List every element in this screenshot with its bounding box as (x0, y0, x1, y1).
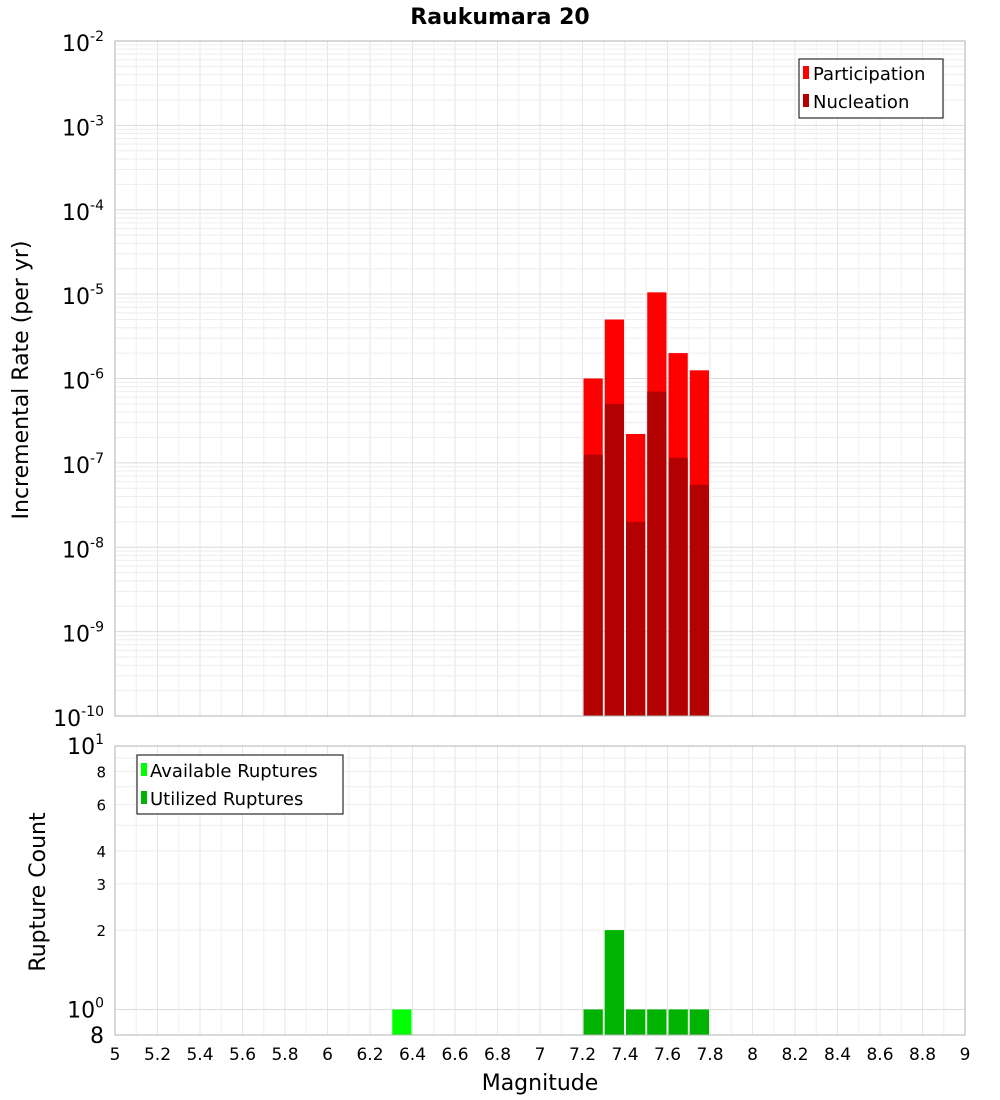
nucleation-bar (626, 521, 646, 716)
rate-legend-box (798, 58, 944, 119)
rate-y-axis-label: Incremental Rate (per yr) (9, 241, 34, 520)
rupture-legend: Available Ruptures Utilized Ruptures (136, 754, 344, 815)
count-y-tick-label: 101 (67, 732, 104, 760)
x-tick-label: 6.2 (356, 1045, 383, 1065)
count-y-tick-label: 8 (90, 1024, 104, 1049)
count-y-tick-label: 6 (96, 796, 106, 814)
nucleation-legend-label: Nucleation (813, 92, 909, 113)
count-y-tick-label: 3 (96, 876, 106, 894)
count-y-tick-label: 100 (67, 995, 104, 1023)
count-y-tick-label: 4 (96, 843, 106, 861)
x-tick-label: 5.8 (271, 1045, 298, 1065)
x-tick-label: 8 (747, 1045, 758, 1065)
utilized-ruptures-bar (668, 1009, 688, 1035)
rate-y-tick-label: 10-3 (62, 113, 104, 141)
x-tick-label: 5.2 (144, 1045, 171, 1065)
x-tick-label: 7.6 (654, 1045, 681, 1065)
x-tick-label: 8.2 (781, 1045, 808, 1065)
magnitude-x-ticks: 5 5.2 5.4 5.6 5.8 6 6.2 6.4 6.6 6.8 7 7.2 7.4 7.6 7.8 8… (110, 1045, 971, 1065)
x-tick-label: 8.6 (866, 1045, 893, 1065)
available-swatch (141, 763, 147, 776)
participation-legend-label: Participation (813, 64, 925, 85)
x-tick-label: 7.4 (611, 1045, 638, 1065)
nucleation-bar (583, 454, 603, 716)
utilized-legend-label: Utilized Ruptures (150, 789, 303, 810)
utilized-ruptures-bar (604, 930, 624, 1035)
x-tick-label: 7.8 (696, 1045, 723, 1065)
count-plot-bars (392, 930, 709, 1035)
rate-legend: Participation Nucleation (798, 58, 944, 119)
available-ruptures-bar (392, 1009, 412, 1035)
rupture-legend-box (136, 754, 344, 815)
available-legend-label: Available Ruptures (150, 761, 318, 782)
utilized-ruptures-bar (626, 1009, 646, 1035)
rate-y-tick-label: 10-9 (62, 620, 104, 648)
count-y-tick-label: 8 (96, 764, 106, 782)
x-tick-label: 9 (960, 1045, 971, 1065)
x-axis-label: Magnitude (482, 1071, 599, 1096)
rate-plot-grid (114, 41, 966, 717)
count-y-tick-label: 2 (96, 922, 106, 940)
x-tick-label: 6.4 (399, 1045, 426, 1065)
x-tick-label: 5.6 (229, 1045, 256, 1065)
x-tick-label: 6 (322, 1045, 333, 1065)
rate-y-tick-label: 10-6 (62, 367, 104, 395)
nucleation-bar (647, 391, 667, 716)
x-tick-label: 8.8 (909, 1045, 936, 1065)
rate-y-tick-label: 10-4 (62, 198, 104, 226)
count-plot-frame (114, 745, 966, 1036)
x-tick-label: 6.6 (441, 1045, 468, 1065)
x-tick-label: 5 (110, 1045, 121, 1065)
chart-title: Raukumara 20 (410, 5, 589, 30)
x-tick-label: 6.8 (484, 1045, 511, 1065)
rate-plot-bars (583, 292, 709, 716)
nucleation-bar (668, 457, 688, 716)
rate-y-tick-label: 10-7 (62, 451, 104, 479)
utilized-ruptures-bar (647, 1009, 667, 1035)
rate-y-tick-label: 10-2 (62, 29, 104, 57)
utilized-ruptures-bar (583, 1009, 603, 1035)
rate-y-tick-label: 10-10 (53, 704, 104, 732)
rate-y-tick-label: 10-8 (62, 535, 104, 563)
count-y-axis-label: Rupture Count (26, 812, 51, 972)
x-tick-label: 8.4 (824, 1045, 851, 1065)
utilized-ruptures-bar (689, 1009, 709, 1035)
nucleation-bar (604, 403, 624, 716)
x-tick-label: 5.4 (186, 1045, 213, 1065)
rate-y-tick-label: 10-5 (62, 282, 104, 310)
x-tick-label: 7 (535, 1045, 546, 1065)
participation-swatch (803, 66, 809, 79)
rate-plot-frame (114, 40, 966, 717)
rate-plot: 10-2 10-3 10-4 10-5 10-6 10-7 10-8 10-9 10-10 In… (9, 29, 966, 732)
nucleation-bar (689, 484, 709, 716)
nucleation-swatch (803, 94, 809, 107)
utilized-swatch (141, 791, 147, 804)
x-tick-label: 7.2 (569, 1045, 596, 1065)
rate-plot-y-ticks: 10-2 10-3 10-4 10-5 10-6 10-7 10-8 10-9 10-10 (53, 29, 104, 732)
